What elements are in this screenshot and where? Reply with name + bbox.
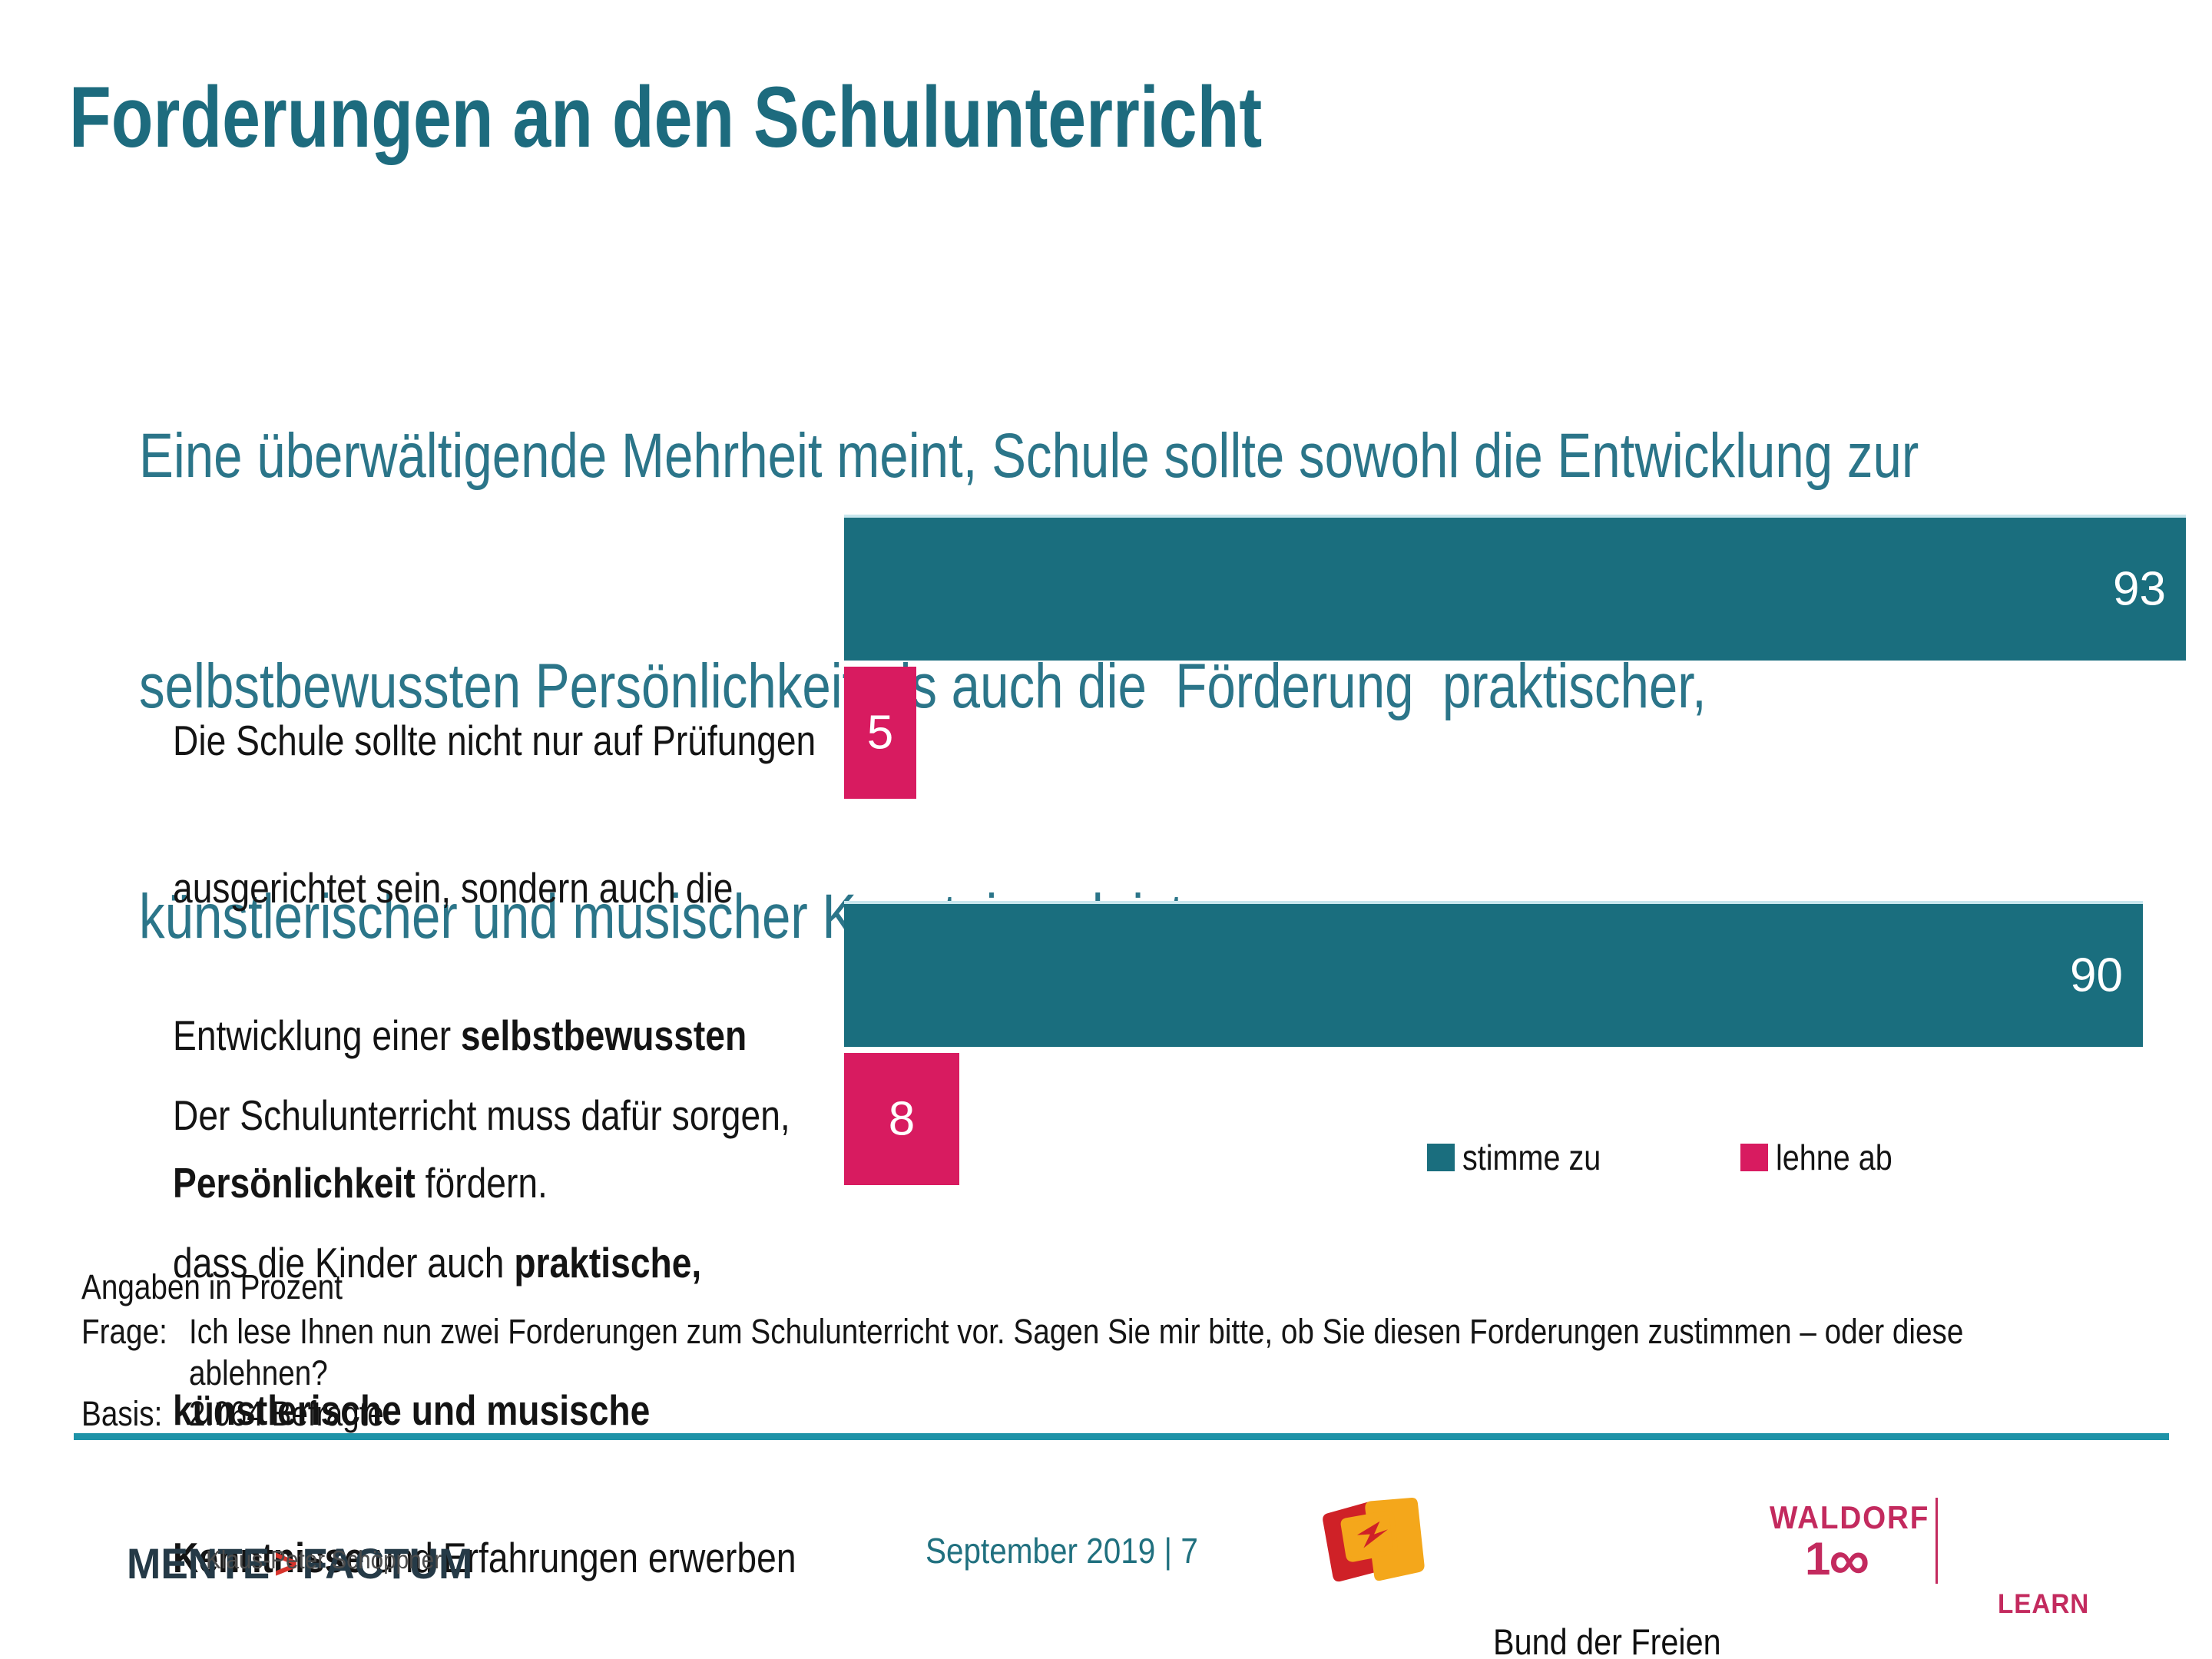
row1-line1: Die Schule sollte nicht nur auf Prüfunge… (172, 717, 816, 764)
row1-line3: Entwicklung einer selbstbewussten (172, 1012, 747, 1059)
legend-swatch-reject-icon (1740, 1144, 1768, 1171)
row2-line2: dass die Kinder auch praktische, (172, 1239, 701, 1286)
mente-wordmark-right: FACTUM (302, 1539, 473, 1588)
bund-line1: Bund der Freien (1493, 1621, 1721, 1659)
legend-item-reject: lehne ab (1740, 1137, 1912, 1178)
bar-agree-row2: 90 (844, 901, 2143, 1047)
mente-tagline: Klaus-Peter Schöppner (206, 1545, 442, 1574)
footer-divider (74, 1433, 2169, 1440)
infinity-icon: ∞ (1829, 1528, 1869, 1591)
bar-value-agree-row2: 90 (2070, 949, 2123, 1002)
subtitle-line-1: Eine überwältigende Mehrheit meint, Schu… (139, 421, 1919, 491)
basis-value: 2.064 Befragte (189, 1394, 384, 1433)
row1-line2: ausgerichtet sein, sondern auch die (172, 864, 733, 912)
waldorf100-divider (1936, 1498, 1938, 1584)
waldorfschulen-logo-text: Bund der Freien Waldorfschulen (1453, 1499, 1752, 1659)
bar-value-reject-row2: 8 (888, 1092, 916, 1146)
frage-text-line2: ablehnen? (189, 1353, 328, 1392)
page-title-text: Forderungen an den Schulunterricht (69, 69, 1263, 165)
legend-label-agree: stimme zu (1462, 1137, 1601, 1177)
mente-wordmark-left: MENTE (127, 1539, 270, 1588)
row2-line4: Kenntnisse und Erfahrungen erwerben (172, 1534, 796, 1581)
chevron-right-icon: > (274, 1539, 299, 1588)
date-page-number: September 2019 | 7 (926, 1531, 1198, 1571)
frage-label: Frage: (81, 1312, 167, 1351)
bar-value-agree-row1: 93 (2113, 562, 2166, 616)
bar-agree-row1: 93 (844, 515, 2186, 661)
page-title: Forderungen an den Schulunterricht (69, 68, 1560, 167)
row-label-1: Die Schule sollte nicht nur auf Prüfunge… (102, 568, 938, 1355)
waldorf100-wordmark: WALDORF (1770, 1499, 1930, 1535)
frage-text-line1: Ich lese Ihnen nun zwei Forderungen zum … (189, 1312, 1964, 1351)
row2-line1: Der Schulunterricht muss dafür sorgen, (172, 1091, 790, 1139)
row-label-2: Der Schulunterricht muss dafür sorgen, d… (102, 943, 915, 1659)
waldorf100-number: 1∞ (1805, 1528, 1869, 1591)
mente-factum-logo: MENTE > FACTUM (79, 1488, 491, 1638)
row1-line4: Persönlichkeit fördern. (172, 1159, 548, 1207)
waldorfschulen-flame-icon (1323, 1497, 1425, 1582)
slogan-line1: LEARN (1997, 1589, 2090, 1619)
legend-swatch-agree-icon (1427, 1144, 1455, 1171)
bar-value-reject-row1: 5 (866, 706, 894, 760)
note-angaben: Angaben in Prozent (81, 1267, 343, 1306)
legend-item-agree: stimme zu (1427, 1137, 1624, 1178)
basis-label: Basis: (81, 1394, 163, 1433)
waldorf100-slogan: LEARN TO CHANGE THE WORLD (1965, 1499, 2167, 1659)
bar-reject-row1: 5 (844, 667, 916, 799)
subtitle: Eine überwältigende Mehrheit meint, Schu… (69, 187, 2212, 1186)
row2-line3: künstlerische und musische (172, 1386, 651, 1434)
bar-reject-row2: 8 (844, 1053, 959, 1185)
legend-label-reject: lehne ab (1776, 1137, 1892, 1177)
